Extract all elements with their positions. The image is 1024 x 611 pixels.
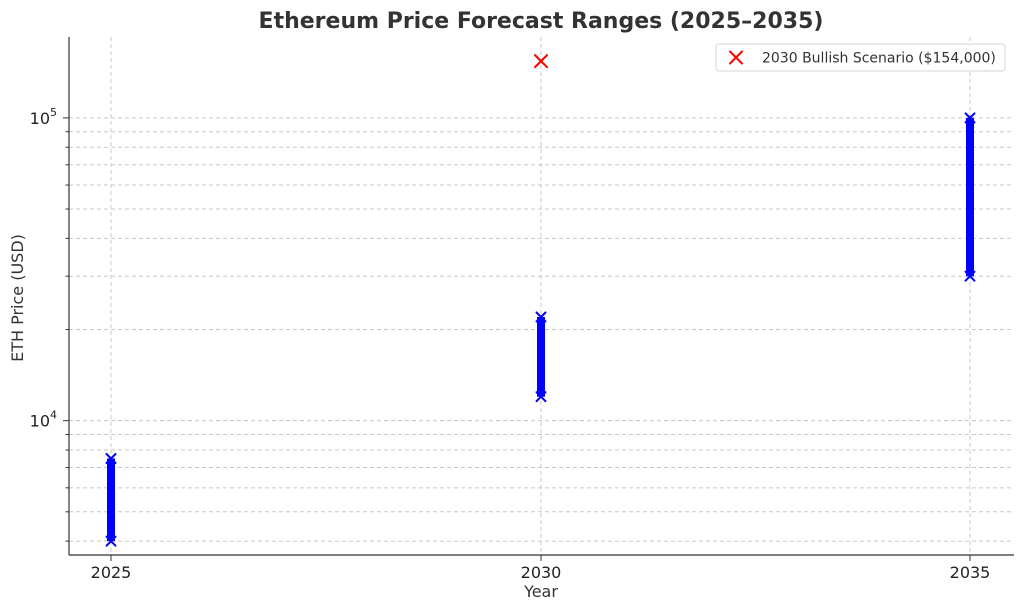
x-axis-label: Year <box>523 582 558 601</box>
marker-stroke <box>729 50 743 65</box>
y-axis-label: ETH Price (USD) <box>8 234 27 362</box>
legend-box <box>715 43 1006 72</box>
ticks: 2025 2030 2035 104 105 <box>30 106 991 582</box>
legend-entry-label: 2030 Bullish Scenario ($154,000) <box>762 51 996 67</box>
range-high-marker-2035 <box>964 112 976 124</box>
range-high-marker-2025 <box>105 452 117 464</box>
range-low-marker-2025 <box>105 535 117 547</box>
data-series <box>105 54 976 547</box>
marker-stroke <box>535 391 547 403</box>
range-low-marker-2030 <box>535 391 547 403</box>
grid <box>69 37 1014 555</box>
marker-stroke <box>534 54 548 69</box>
x-tick-label-2025: 2025 <box>91 563 132 582</box>
range-high-marker-2030 <box>535 311 547 323</box>
chart-title: Ethereum Price Forecast Ranges (2025–203… <box>259 9 824 34</box>
bullish-scenario-point <box>534 54 548 69</box>
marker-stroke <box>964 112 976 124</box>
marker-stroke <box>105 535 117 547</box>
marker-stroke <box>105 452 117 464</box>
y-tick-label: 104 <box>30 409 57 431</box>
marker-stroke <box>964 270 976 282</box>
x-tick-label-2035: 2035 <box>950 563 991 582</box>
marker-stroke <box>535 311 547 323</box>
x-tick-label-2030: 2030 <box>521 563 562 582</box>
y-tick-label: 105 <box>30 106 57 128</box>
legend: 2030 Bullish Scenario ($154,000) <box>715 43 1006 72</box>
legend-marker-icon <box>729 50 743 65</box>
range-low-marker-2035 <box>964 270 976 282</box>
